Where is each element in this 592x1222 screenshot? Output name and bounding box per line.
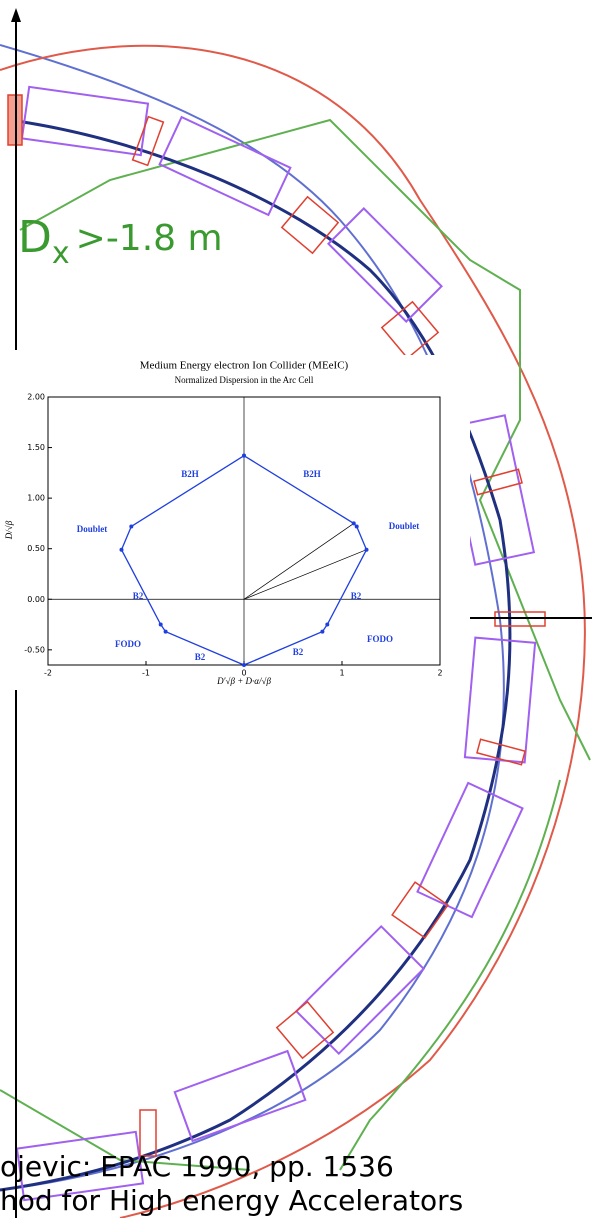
citation-line: hod for High energy Accelerators [0, 1184, 463, 1217]
annotation: B2H [303, 469, 321, 479]
label-rest: >-1.8 m [76, 218, 223, 259]
y-tick-label: 1.50 [27, 443, 45, 452]
y-tick-label: 0.00 [27, 595, 45, 604]
point [159, 623, 163, 627]
annotation: FODO [115, 639, 141, 649]
y-axis-label: D/√β [4, 520, 14, 540]
point [325, 623, 329, 627]
citation-line: ojevic: EPAC 1990, pp. 1536 [0, 1150, 394, 1183]
label-main: D [18, 212, 52, 263]
chart-title: Medium Energy electron Ion Collider (MEe… [140, 360, 349, 372]
chart-subtitle: Normalized Dispersion in the Arc Cell [175, 375, 314, 385]
annotation: B2 [351, 591, 362, 601]
page: {"chart_data": {"type": "line", "title":… [0, 0, 592, 1218]
annotation: B2H [181, 469, 199, 479]
point [129, 524, 133, 528]
y-tick-label: 0.50 [27, 544, 45, 553]
point [365, 548, 369, 552]
point [120, 548, 124, 552]
y-tick-label: 1.00 [27, 494, 45, 503]
dispersion-label: Dx>-1.8 m [18, 212, 223, 271]
point [352, 521, 356, 525]
x-tick-label: -1 [142, 669, 150, 678]
annotation: FODO [367, 634, 393, 644]
label-subscript: x [52, 236, 70, 271]
point [164, 630, 168, 634]
annotation: Doublet [389, 521, 420, 531]
annotation: B2 [195, 652, 206, 662]
point [242, 454, 246, 458]
annotation: B2 [293, 647, 304, 657]
annotation: Doublet [77, 524, 108, 534]
y-tick-label: -0.50 [24, 645, 45, 654]
y-tick-label: 2.00 [27, 393, 45, 402]
annotation: B2 [133, 591, 144, 601]
figure: Dx>-1.8 m ojevic: EPAC 1990, pp. 1536 ho… [0, 0, 592, 1218]
x-tick-label: -2 [44, 669, 52, 678]
point [355, 524, 359, 528]
point [320, 630, 324, 634]
x-tick-label: 2 [437, 669, 442, 678]
x-tick-label: 0 [241, 669, 246, 678]
x-axis-label: D′√β + D·α/√β [216, 676, 271, 686]
x-tick-label: 1 [339, 669, 344, 678]
point [242, 663, 246, 667]
